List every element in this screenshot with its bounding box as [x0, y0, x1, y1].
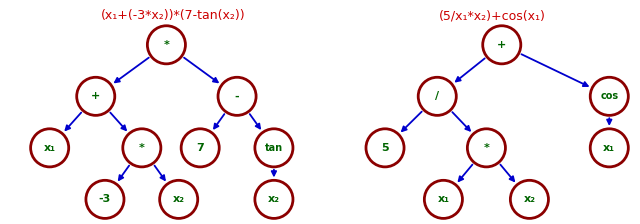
Ellipse shape — [590, 77, 628, 115]
Ellipse shape — [181, 129, 220, 167]
Ellipse shape — [510, 180, 548, 218]
Ellipse shape — [424, 180, 463, 218]
Text: (5/x₁*x₂)+cos(x₁): (5/x₁*x₂)+cos(x₁) — [440, 9, 546, 22]
Text: x₁: x₁ — [44, 143, 56, 153]
Ellipse shape — [123, 129, 161, 167]
Text: x₂: x₂ — [524, 194, 536, 204]
Ellipse shape — [77, 77, 115, 115]
Ellipse shape — [590, 129, 628, 167]
Text: x₁: x₁ — [437, 194, 449, 204]
Text: -: - — [235, 91, 239, 101]
Text: x₁: x₁ — [604, 143, 615, 153]
Text: -3: -3 — [99, 194, 111, 204]
Ellipse shape — [159, 180, 198, 218]
Text: *: * — [483, 143, 490, 153]
Ellipse shape — [467, 129, 506, 167]
Ellipse shape — [147, 26, 186, 64]
Text: 5: 5 — [381, 143, 389, 153]
Text: *: * — [163, 40, 170, 50]
Text: x₂: x₂ — [173, 194, 185, 204]
Text: cos: cos — [600, 91, 618, 101]
Ellipse shape — [255, 180, 293, 218]
Text: 7: 7 — [196, 143, 204, 153]
Text: +: + — [91, 91, 100, 101]
Ellipse shape — [418, 77, 456, 115]
Ellipse shape — [31, 129, 68, 167]
Ellipse shape — [483, 26, 521, 64]
Text: /: / — [435, 91, 439, 101]
Ellipse shape — [218, 77, 256, 115]
Text: tan: tan — [265, 143, 283, 153]
Ellipse shape — [86, 180, 124, 218]
Text: *: * — [139, 143, 145, 153]
Ellipse shape — [366, 129, 404, 167]
Text: (x₁+(-3*x₂))*(7-tan(x₂)): (x₁+(-3*x₂))*(7-tan(x₂)) — [100, 9, 245, 22]
Ellipse shape — [255, 129, 293, 167]
Text: x₂: x₂ — [268, 194, 280, 204]
Text: +: + — [497, 40, 506, 50]
